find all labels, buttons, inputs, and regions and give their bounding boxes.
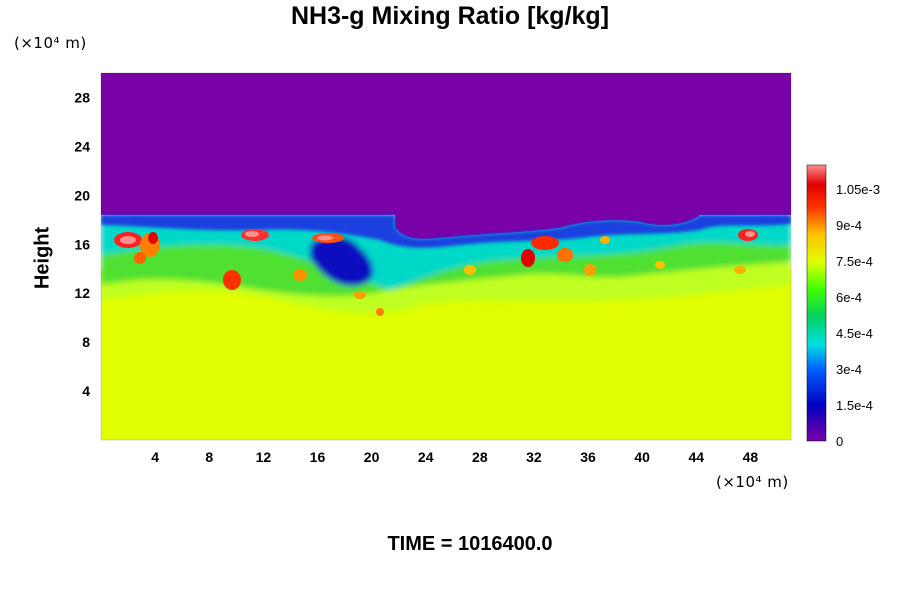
colorbar-tick-label: 0	[836, 434, 843, 449]
colorbar-tick-label: 3e-4	[836, 362, 862, 377]
region-upper-uniform	[101, 73, 791, 239]
colorbar	[806, 164, 827, 442]
x-tick-label: 12	[256, 449, 272, 465]
colorbar-tick-label: 1.05e-3	[836, 182, 880, 197]
x-tick-label: 24	[418, 449, 434, 465]
y-tick-label: 8	[82, 334, 90, 350]
plot-frame	[100, 72, 792, 441]
y-axis-unit: (×10⁴ m)	[14, 34, 87, 52]
x-tick-label: 48	[743, 449, 759, 465]
x-axis-unit: (×10⁴ m)	[716, 473, 789, 491]
colorbar-tick-label: 1.5e-4	[836, 398, 873, 413]
x-tick-label: 20	[364, 449, 380, 465]
hotspots	[114, 229, 758, 316]
x-tick-label: 36	[580, 449, 596, 465]
x-tick-label: 4	[151, 449, 159, 465]
colorbar-tick-label: 4.5e-4	[836, 326, 873, 341]
region-boundary-band	[101, 215, 791, 248]
x-tick-label: 44	[689, 449, 705, 465]
x-tick-label: 40	[634, 449, 650, 465]
chart-title: NH3-g Mixing Ratio [kg/kg]	[290, 2, 610, 30]
region-blue-pocket	[310, 235, 374, 286]
colorbar-tick-label: 6e-4	[836, 290, 862, 305]
y-tick-label: 28	[74, 89, 90, 105]
x-tick-label: 32	[526, 449, 542, 465]
y-tick-label: 20	[74, 187, 90, 203]
colorbar-tick-label: 7.5e-4	[836, 254, 873, 269]
y-tick-label: 12	[74, 285, 90, 301]
x-tick-label: 16	[310, 449, 326, 465]
x-tick-label: 28	[472, 449, 488, 465]
time-label: TIME = 1016400.0	[387, 533, 553, 555]
colorbar-tick-label: 9e-4	[836, 218, 862, 233]
x-tick-label: 8	[205, 449, 213, 465]
y-tick-label: 4	[82, 383, 90, 399]
y-tick-label: 16	[74, 236, 90, 252]
y-tick-label: 24	[74, 138, 90, 154]
